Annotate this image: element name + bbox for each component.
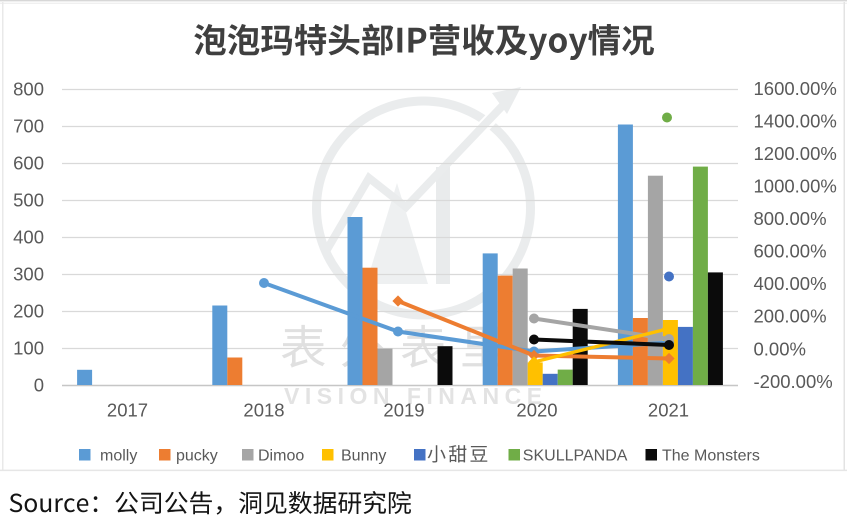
svg-text:800: 800 <box>13 78 44 99</box>
svg-text:200: 200 <box>13 300 44 321</box>
svg-text:-200.00%: -200.00% <box>754 371 833 392</box>
svg-text:VISION FINANCE: VISION FINANCE <box>284 383 548 409</box>
svg-text:100: 100 <box>13 337 44 358</box>
svg-text:300: 300 <box>13 263 44 284</box>
svg-text:2018: 2018 <box>243 400 284 421</box>
svg-text:400: 400 <box>13 226 44 247</box>
svg-text:600.00%: 600.00% <box>754 241 827 262</box>
svg-text:molly: molly <box>100 447 137 464</box>
svg-text:2017: 2017 <box>107 400 148 421</box>
svg-text:1600.00%: 1600.00% <box>754 78 837 99</box>
svg-text:pucky: pucky <box>176 447 218 464</box>
svg-text:Bunny: Bunny <box>341 447 386 464</box>
svg-text:800.00%: 800.00% <box>754 208 827 229</box>
svg-text:200.00%: 200.00% <box>754 306 827 327</box>
svg-text:1400.00%: 1400.00% <box>754 110 837 131</box>
svg-text:2019: 2019 <box>383 400 424 421</box>
svg-text:500: 500 <box>13 189 44 210</box>
svg-text:2021: 2021 <box>648 400 689 421</box>
svg-text:0.00%: 0.00% <box>754 338 806 359</box>
svg-text:700: 700 <box>13 115 44 136</box>
svg-text:1000.00%: 1000.00% <box>754 176 837 197</box>
svg-text:600: 600 <box>13 152 44 173</box>
svg-text:400.00%: 400.00% <box>754 273 827 294</box>
svg-text:0: 0 <box>34 374 44 395</box>
svg-text:The Monsters: The Monsters <box>662 447 760 464</box>
svg-text:SKULLPANDA: SKULLPANDA <box>523 447 628 464</box>
svg-text:1200.00%: 1200.00% <box>754 143 837 164</box>
svg-text:2020: 2020 <box>516 400 557 421</box>
svg-text:Dimoo: Dimoo <box>258 447 304 464</box>
